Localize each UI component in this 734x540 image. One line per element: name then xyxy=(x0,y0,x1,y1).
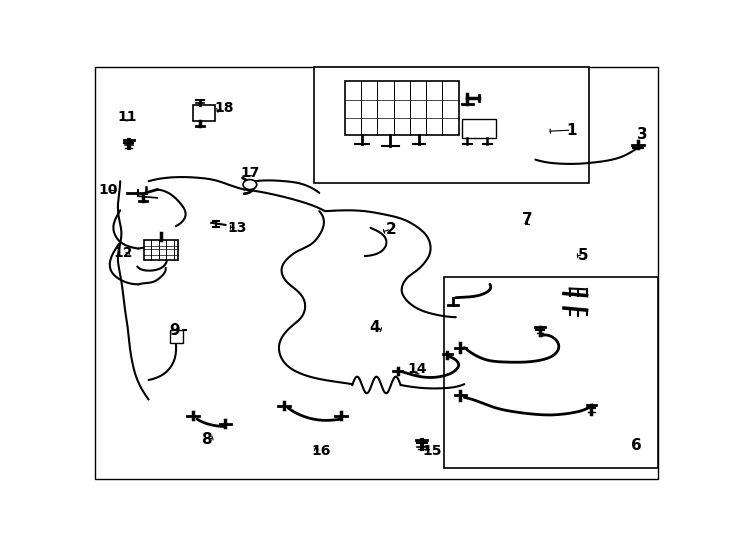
Text: 7: 7 xyxy=(522,212,533,227)
Text: 13: 13 xyxy=(227,221,247,235)
Text: 16: 16 xyxy=(311,444,331,458)
Text: 10: 10 xyxy=(98,183,117,197)
Text: 15: 15 xyxy=(422,444,442,458)
Bar xyxy=(170,330,183,343)
Text: 5: 5 xyxy=(578,248,589,263)
Text: 17: 17 xyxy=(240,166,260,180)
Text: 8: 8 xyxy=(201,433,212,447)
Bar xyxy=(313,67,589,183)
Bar xyxy=(193,105,214,121)
Text: 12: 12 xyxy=(113,246,133,260)
Bar xyxy=(345,82,459,136)
Bar xyxy=(462,119,495,138)
Text: 3: 3 xyxy=(637,127,647,142)
Text: 1: 1 xyxy=(566,123,576,138)
Text: 14: 14 xyxy=(407,362,427,376)
Text: 6: 6 xyxy=(631,438,642,453)
Text: 18: 18 xyxy=(214,102,233,116)
Text: 4: 4 xyxy=(370,320,380,335)
Bar xyxy=(144,240,178,260)
Bar xyxy=(445,277,658,468)
Text: 2: 2 xyxy=(386,221,397,237)
Text: 9: 9 xyxy=(169,322,180,338)
Circle shape xyxy=(243,180,257,190)
Text: 11: 11 xyxy=(117,110,137,124)
